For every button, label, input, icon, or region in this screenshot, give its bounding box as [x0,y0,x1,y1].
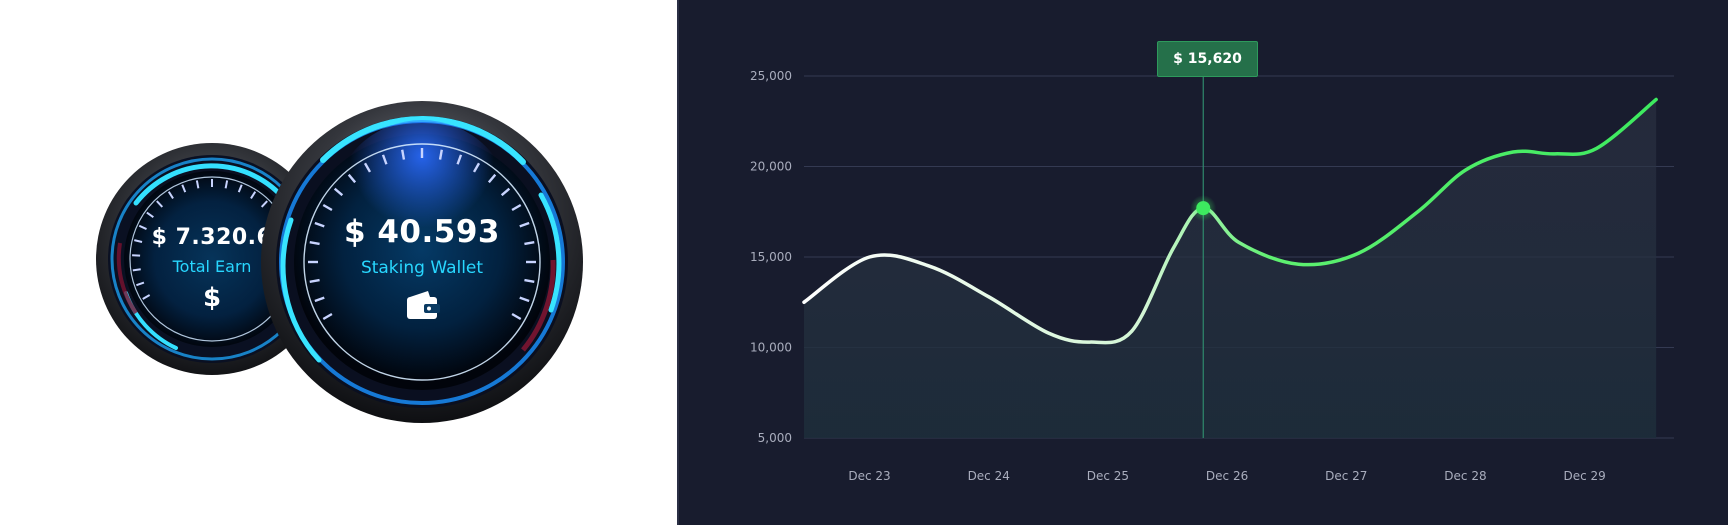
gauge-tick [322,312,333,321]
total-earn-dial [96,143,328,375]
gauge-tick [381,154,388,165]
gauge-tick [519,221,530,228]
x-tick-label: Dec 26 [1206,469,1248,483]
gauge-tick [156,200,164,208]
gauge-tick [309,241,320,246]
y-tick-label: 5,000 [758,431,792,445]
gauge-tick [138,224,147,230]
gauge-tick [438,149,443,160]
x-tick-label: Dec 23 [848,469,890,483]
x-tick-label: Dec 27 [1325,469,1367,483]
gauge-tick [237,184,243,193]
gauges-panel: $ 7.320.6 Total Earn $ [0,0,677,525]
gauge-tick [511,203,522,212]
gauge-tick [524,278,535,283]
gauge-tick [167,191,174,199]
value-tooltip: $ 15,620 [1157,41,1258,77]
gauge-tick [142,294,151,300]
staking-wallet-dial [261,101,583,423]
staking-wallet-label: Staking Wallet [360,258,484,278]
series-area [804,99,1657,438]
gauge-tick [333,187,344,197]
x-tick-label: Dec 28 [1444,469,1486,483]
y-tick-label: 15,000 [750,250,792,264]
gauge-tick [314,296,325,303]
gauge-tick [500,187,511,197]
gauge-tick [401,149,406,160]
gauge-tick [136,281,145,287]
x-tick-label: Dec 29 [1563,469,1605,483]
gauge-tick [314,221,325,228]
gauge-tick [181,184,187,193]
gauge-tick [472,162,481,173]
gauge-tick [132,268,141,272]
dollar-icon: $ [202,283,222,313]
x-tick-label: Dec 25 [1087,469,1129,483]
total-earn-gauge[interactable]: $ 7.320.6 Total Earn $ [96,143,328,376]
gauge-tick [524,241,535,246]
gauge-tick [363,162,372,173]
y-tick-label: 10,000 [750,341,792,355]
y-tick-label: 20,000 [750,160,792,174]
staking-wallet-gauge[interactable]: $ 40.593 Staking Wallet [261,100,583,424]
gauge-tick [519,296,530,303]
gauge-tick [134,239,143,243]
gauge-tick [487,173,497,184]
x-tick-label: Dec 24 [968,469,1010,483]
gauge-tick [224,180,229,189]
gauge-tick [195,180,200,189]
gauge-tick [456,154,463,165]
gauge-tick [260,200,268,208]
staking-wallet-amount: $ 40.593 [344,214,500,250]
total-earn-label: Total Earn [172,257,252,276]
y-axis-ticks: 25,000 20,000 15,000 10,000 5,000 [750,69,792,445]
wallet-icon [406,290,440,320]
earnings-chart-panel: 25,000 20,000 15,000 10,000 5,000 Dec 23 Dec … [677,0,1728,525]
gauge-tick [511,312,522,321]
gauge-tick [347,173,357,184]
highlight-point [1196,201,1211,216]
total-earn-amount: $ 7.320.6 [151,225,273,250]
gauge-tick [322,203,333,212]
gauge-tick [250,191,257,199]
y-tick-label: 25,000 [750,69,792,83]
gauge-tick [309,278,320,283]
x-axis-ticks: Dec 23 Dec 24 Dec 25 Dec 26 Dec 27 Dec 28 Dec … [848,469,1605,483]
gauge-tick [146,211,154,219]
